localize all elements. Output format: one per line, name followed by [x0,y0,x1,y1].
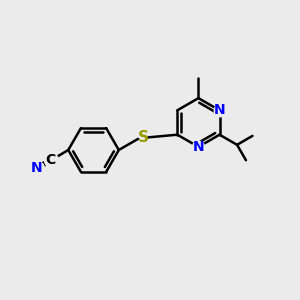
Text: N: N [193,140,204,154]
Text: N: N [31,161,42,175]
Text: C: C [46,153,56,167]
Text: N: N [214,103,225,117]
Text: S: S [138,130,149,145]
